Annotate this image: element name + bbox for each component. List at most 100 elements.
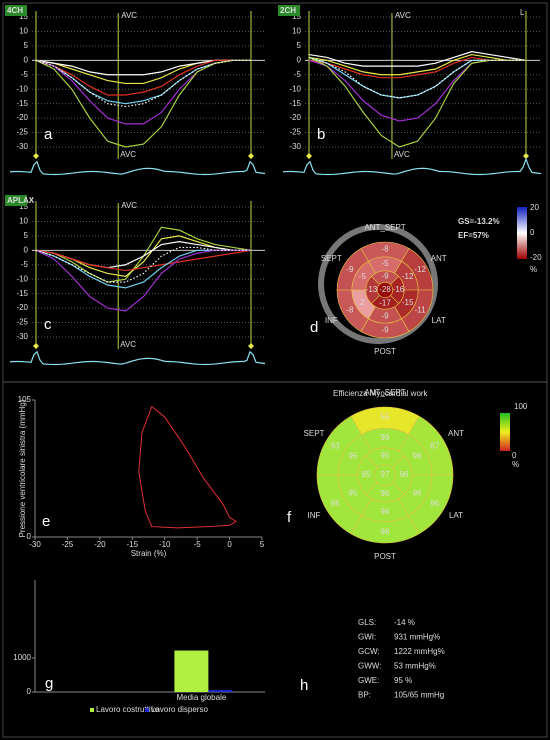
y-tick-label: 10: [19, 217, 28, 226]
y-tick-label: 0: [24, 55, 29, 64]
scale-unit: %: [512, 460, 519, 469]
x-axis-label: Strain (%): [131, 549, 167, 558]
strain-curve: [308, 53, 526, 76]
panel-letter: f: [287, 509, 292, 526]
corner-label: L: [520, 8, 525, 17]
y-tick-label: 1000: [13, 653, 31, 662]
summary-value: -14 %: [394, 618, 415, 627]
y-tick-label: 5: [24, 41, 29, 50]
summary-key: GLS:: [358, 618, 376, 627]
panel-letter: e: [42, 513, 50, 530]
y-tick-label: -10: [289, 84, 301, 93]
scale-label: 20: [530, 203, 539, 212]
panel-letter: g: [45, 675, 53, 692]
avc-label-small: AVC: [394, 150, 410, 159]
wall-label: POST: [374, 552, 396, 561]
ecg-trace: [282, 157, 542, 176]
wall-label: SEPT: [321, 254, 342, 263]
color-scale: [500, 413, 510, 451]
segment-value: 95: [362, 470, 371, 479]
segment-value: -17: [379, 299, 391, 308]
x-tick-label: -5: [194, 540, 202, 549]
y-tick-label: -15: [289, 99, 301, 108]
y-tick-label: 10: [292, 27, 301, 36]
segment-value: 99: [381, 433, 390, 442]
y-tick-label: 0: [24, 245, 29, 254]
panel-letter: c: [44, 316, 52, 333]
y-tick-label: 15: [19, 12, 28, 21]
strain-curve: [308, 56, 526, 148]
segment-value: 95: [348, 452, 357, 461]
avc-label: AVC: [395, 11, 411, 20]
wall-label: ANT_SEPT: [364, 223, 405, 232]
marker-diamond: [523, 153, 529, 159]
wall-label: ANT_SEPT: [364, 388, 405, 397]
y-tick-label: -30: [289, 142, 301, 151]
segment-value: 98: [381, 528, 390, 537]
summary-value: 53 mmHg%: [394, 662, 436, 671]
y-tick-label: -5: [21, 70, 29, 79]
view-label: 2CH: [280, 6, 296, 15]
color-scale: [517, 207, 527, 259]
x-tick-label: -20: [94, 540, 106, 549]
segment-value: 96: [381, 489, 390, 498]
marker-diamond: [306, 153, 312, 159]
y-tick-label: -25: [16, 128, 28, 137]
segment-value: -9: [381, 326, 389, 335]
wall-label: SEPT: [304, 429, 325, 438]
wall-label: INF: [308, 511, 321, 520]
segment-value: 95: [381, 451, 390, 460]
y-tick-label: 0: [27, 687, 32, 696]
summary-value: 1222 mmHg%: [394, 647, 445, 656]
y-tick-label: -20: [289, 113, 301, 122]
ecg-trace: [9, 350, 266, 366]
x-tick-label: 5: [260, 540, 265, 549]
avc-label-small: AVC: [120, 150, 136, 159]
wall-label: LAT: [449, 511, 463, 520]
summary-key: GWI:: [358, 633, 376, 642]
bar: [208, 690, 233, 692]
summary-key: GWE:: [358, 676, 379, 685]
avc-label: AVC: [121, 11, 137, 20]
work-title: Efficienza Myocardial work: [333, 389, 429, 398]
y-tick-label: 0: [297, 55, 302, 64]
segment-value: 96: [381, 507, 390, 516]
scale-label: 0: [512, 451, 517, 460]
segment-value: -9: [381, 311, 389, 320]
y-tick-label: -15: [16, 289, 28, 298]
segment-value: -11: [415, 305, 427, 314]
legend-swatch: [90, 708, 94, 712]
y-tick-label: -25: [289, 128, 301, 137]
panel-letter: a: [44, 126, 53, 143]
legend-swatch: [145, 708, 149, 712]
avc-label: AVC: [121, 201, 137, 210]
legend-label: Lavoro costruttivo: [96, 705, 160, 714]
scale-unit: %: [530, 265, 537, 274]
y-axis-label: Pressione ventricolare sinistra (mmHg): [18, 399, 27, 537]
y-tick-label: -5: [294, 70, 302, 79]
wall-label: ANT: [448, 429, 464, 438]
segment-value: 95: [331, 499, 340, 508]
summary-value: 931 mmHg%: [394, 633, 440, 642]
view-badge: [278, 5, 300, 16]
segment-value: -8: [346, 305, 354, 314]
summary-value: 95 %: [394, 676, 412, 685]
marker-diamond: [33, 153, 39, 159]
summary-key: GCW:: [358, 647, 380, 656]
segment-value: 2: [360, 298, 365, 307]
segment-value: -12: [414, 265, 426, 274]
summary-value: 105/65 mmHg: [394, 691, 444, 700]
segment-value: 96: [400, 470, 409, 479]
marker-diamond: [248, 343, 254, 349]
gs-text: GS=-13.2%: [458, 217, 500, 226]
segment-value: -9: [381, 272, 389, 281]
view-label: APLAX: [7, 196, 35, 205]
strain-curve: [35, 246, 251, 283]
y-tick-label: 15: [19, 202, 28, 211]
segment-value: 87: [430, 441, 439, 450]
y-tick-label: -10: [16, 84, 28, 93]
x-tick-label: -15: [127, 540, 139, 549]
segment-value: -28: [379, 285, 391, 294]
